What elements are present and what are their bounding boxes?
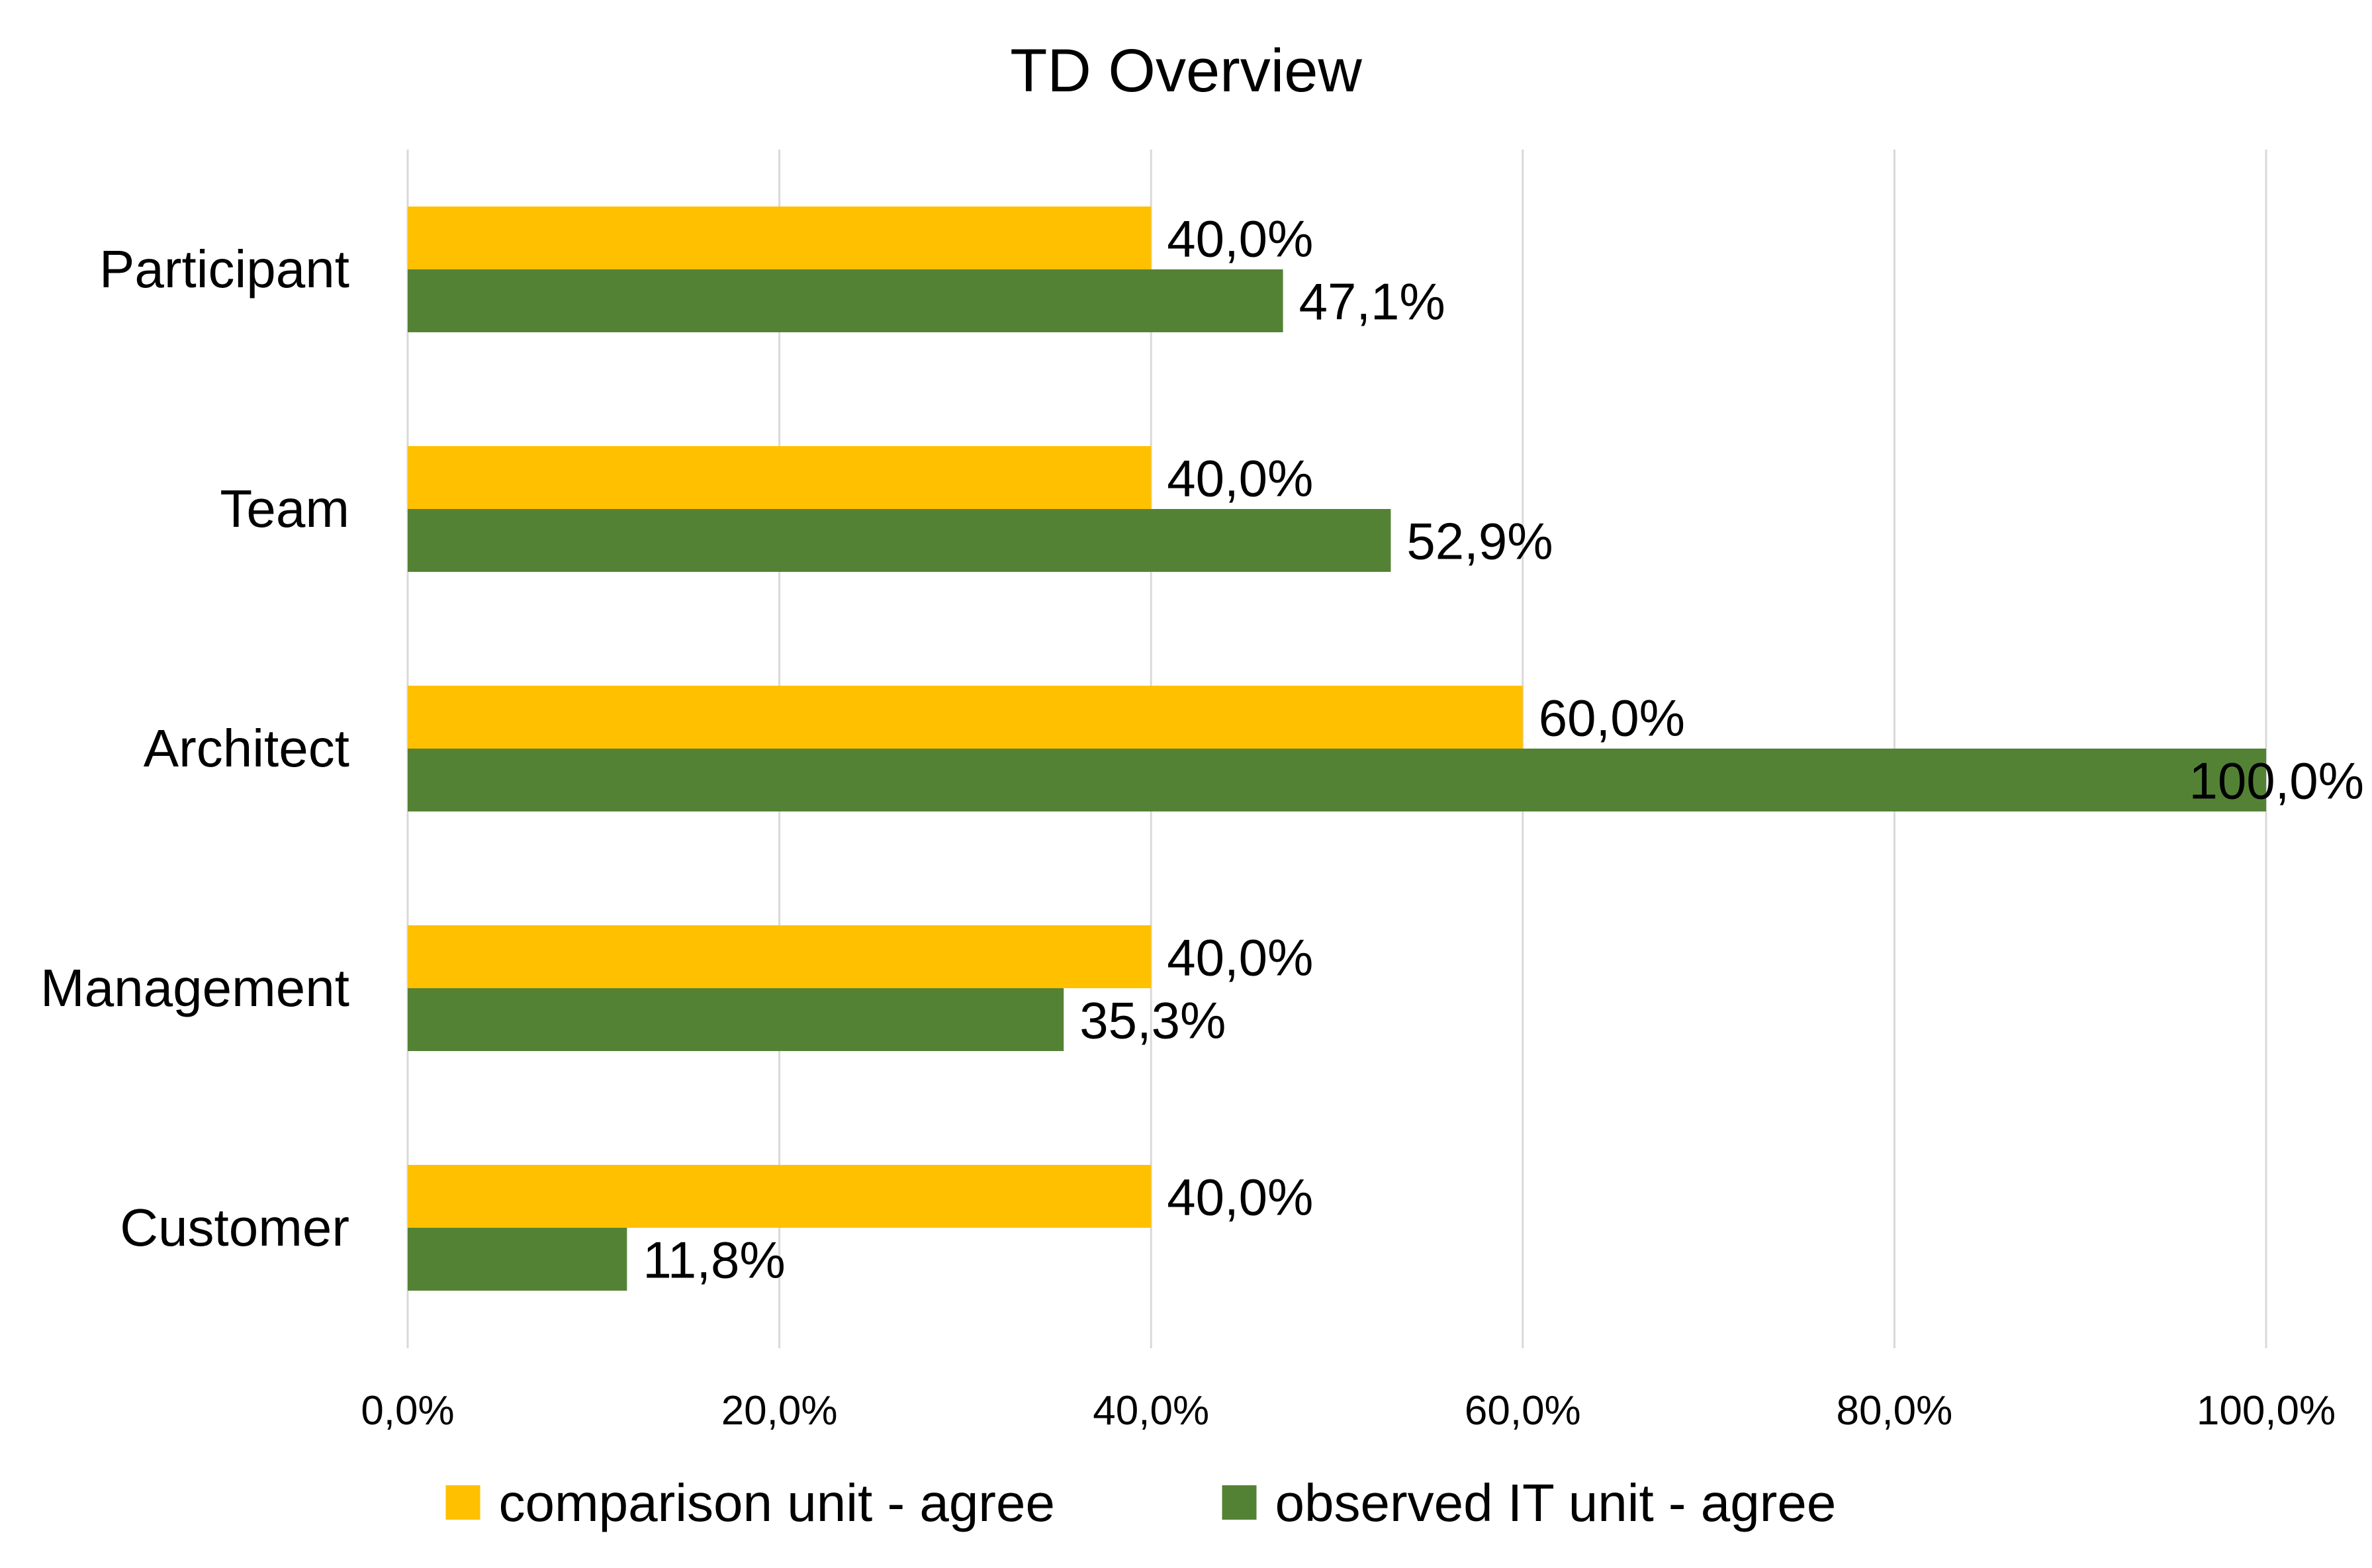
data-label: 11,8% bbox=[643, 1231, 785, 1289]
data-label: 40,0% bbox=[1167, 929, 1313, 987]
bar bbox=[408, 269, 1283, 332]
data-label: 100,0% bbox=[2189, 752, 2364, 810]
x-tick-label: 80,0% bbox=[1836, 1388, 1952, 1434]
bar bbox=[408, 749, 2266, 811]
data-label: 40,0% bbox=[1167, 210, 1313, 268]
bar bbox=[408, 988, 1064, 1051]
legend-label: observed IT unit - agree bbox=[1275, 1473, 1837, 1532]
data-label: 60,0% bbox=[1539, 689, 1685, 747]
category-label: Team bbox=[220, 479, 349, 538]
category-axis: Participant Team Architect Management Custom… bbox=[40, 240, 349, 1257]
category-label: Management bbox=[40, 958, 349, 1017]
bars bbox=[408, 207, 2266, 1291]
category-label: Participant bbox=[99, 240, 349, 299]
bar bbox=[408, 509, 1391, 572]
bar bbox=[408, 686, 1523, 749]
bar bbox=[408, 1165, 1152, 1228]
data-label: 52,9% bbox=[1406, 512, 1553, 571]
chart-title: TD Overview bbox=[1010, 37, 1362, 105]
bar bbox=[408, 1228, 627, 1291]
x-tick-label: 100,0% bbox=[2197, 1388, 2336, 1434]
legend-swatch bbox=[445, 1485, 480, 1520]
x-tick-label: 20,0% bbox=[721, 1388, 838, 1434]
data-label: 47,1% bbox=[1299, 273, 1445, 331]
data-label: 40,0% bbox=[1167, 449, 1313, 508]
legend-label: comparison unit - agree bbox=[499, 1473, 1055, 1532]
bar bbox=[408, 925, 1152, 988]
data-labels: 40,0%47,1%40,0%52,9%60,0%100,0%40,0%35,3… bbox=[643, 210, 2364, 1289]
category-label: Customer bbox=[120, 1198, 349, 1257]
x-tick-label: 40,0% bbox=[1093, 1388, 1209, 1434]
x-tick-label: 60,0% bbox=[1465, 1388, 1581, 1434]
x-tick-label: 0,0% bbox=[361, 1388, 454, 1434]
value-axis: 0,0% 20,0% 40,0% 60,0% 80,0% 100,0% bbox=[361, 1388, 2336, 1434]
bar bbox=[408, 207, 1152, 269]
data-label: 40,0% bbox=[1167, 1168, 1313, 1226]
category-label: Architect bbox=[144, 719, 349, 778]
data-label: 35,3% bbox=[1079, 992, 1226, 1050]
bar bbox=[408, 446, 1152, 509]
legend-swatch bbox=[1222, 1485, 1257, 1520]
legend: comparison unit - agree observed IT unit … bbox=[445, 1473, 1837, 1532]
